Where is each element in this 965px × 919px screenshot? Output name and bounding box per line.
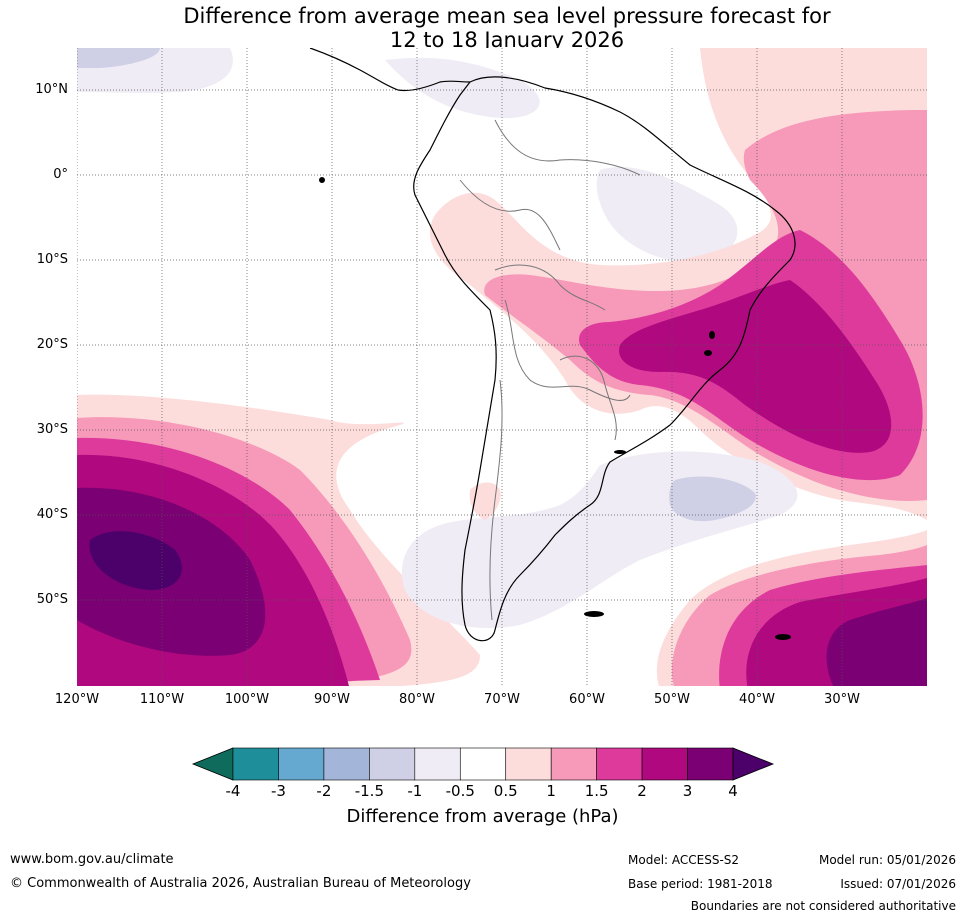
colorbar-extend-low — [191, 747, 234, 781]
footer-model-run: Model run: 05/01/2026 — [818, 853, 956, 867]
lat-label-0: 0° — [53, 167, 68, 182]
lon-label-100w: 100°W — [224, 692, 270, 707]
colorbar-tick-label: 4 — [728, 782, 738, 800]
anomaly-high-southeast-atlantic — [656, 530, 927, 686]
footer-website[interactable]: www.bom.gov.au/climate — [10, 852, 174, 867]
footer-copyright: © Commonwealth of Australia 2026, Austra… — [10, 876, 471, 891]
lon-label-60w: 60°W — [569, 692, 605, 707]
lon-label-90w: 90°W — [314, 692, 350, 707]
footer-issued: Issued: 07/01/2026 — [840, 877, 956, 891]
footer-disclaimer: Boundaries are not considered authoritat… — [690, 899, 956, 913]
colorbar-tick-label: -4 — [225, 782, 241, 800]
lat-label-20s: 20°S — [36, 337, 68, 352]
central-america-coastline — [309, 48, 471, 92]
colorbar-segment — [596, 747, 643, 781]
colorbar-segment — [459, 747, 507, 781]
anomaly-high-south-atlantic — [429, 48, 927, 520]
title-line-1: Difference from average mean sea level p… — [183, 4, 831, 28]
islands — [319, 177, 791, 640]
colorbar-segment — [414, 747, 461, 781]
lat-label-30s: 30°S — [36, 422, 68, 437]
lon-label-110w: 110°W — [139, 692, 185, 707]
lon-label-70w: 70°W — [484, 692, 520, 707]
south-america-coastline — [413, 76, 796, 642]
colorbar-extend-high — [732, 747, 775, 781]
colorbar-tick-label: 3 — [682, 782, 693, 800]
lat-label-10s: 10°S — [36, 252, 68, 267]
anomaly-low-brazil — [596, 166, 738, 263]
anomaly-low-northwest-pacific — [77, 48, 233, 93]
colorbar-tick-label: -1.5 — [354, 782, 384, 800]
colorbar-segments — [191, 747, 775, 781]
colorbar-tick-label: 1.5 — [584, 782, 609, 800]
colorbar-segment — [505, 747, 552, 781]
colorbar-segment — [232, 747, 279, 781]
lon-label-120w: 120°W — [54, 692, 100, 707]
colorbar-segment — [323, 747, 370, 781]
anomaly-low-central-atlantic — [401, 451, 798, 629]
colorbar-segment — [278, 747, 325, 781]
colorbar-segment — [369, 747, 416, 781]
lat-label-50s: 50°S — [36, 592, 68, 607]
graticule — [77, 48, 927, 686]
colorbar-segment — [687, 747, 734, 781]
country-borders — [459, 119, 641, 621]
lon-label-50w: 50°W — [654, 692, 690, 707]
lon-label-80w: 80°W — [399, 692, 435, 707]
lat-label-40s: 40°S — [36, 507, 68, 522]
anomaly-high-chile-coast — [469, 482, 501, 520]
colorbar-tick-label: -2 — [316, 782, 332, 800]
footer-base-period: Base period: 1981-2018 — [628, 877, 773, 891]
anomaly-high-southeast-pacific — [77, 394, 480, 686]
anomaly-low-caribbean — [385, 57, 540, 119]
colorbar-tick-label: 0.5 — [493, 782, 518, 800]
lat-label-10n: 10°N — [35, 82, 68, 97]
colorbar-tick-label: 1 — [546, 782, 556, 800]
map-title: Difference from average mean sea level p… — [0, 4, 965, 52]
colorbar-segment — [550, 747, 597, 781]
colorbar-tick-label: -3 — [270, 782, 286, 800]
colorbar-label: Difference from average (hPa) — [346, 806, 619, 827]
colorbar-tick-label: -0.5 — [445, 782, 475, 800]
footer-model: Model: ACCESS-S2 — [628, 853, 740, 867]
colorbar-tick-label: 2 — [637, 782, 647, 800]
lon-label-40w: 40°W — [739, 692, 775, 707]
lon-label-30w: 30°W — [824, 692, 860, 707]
colorbar-segment — [641, 747, 688, 781]
colorbar-tick-label: -1 — [407, 782, 423, 800]
